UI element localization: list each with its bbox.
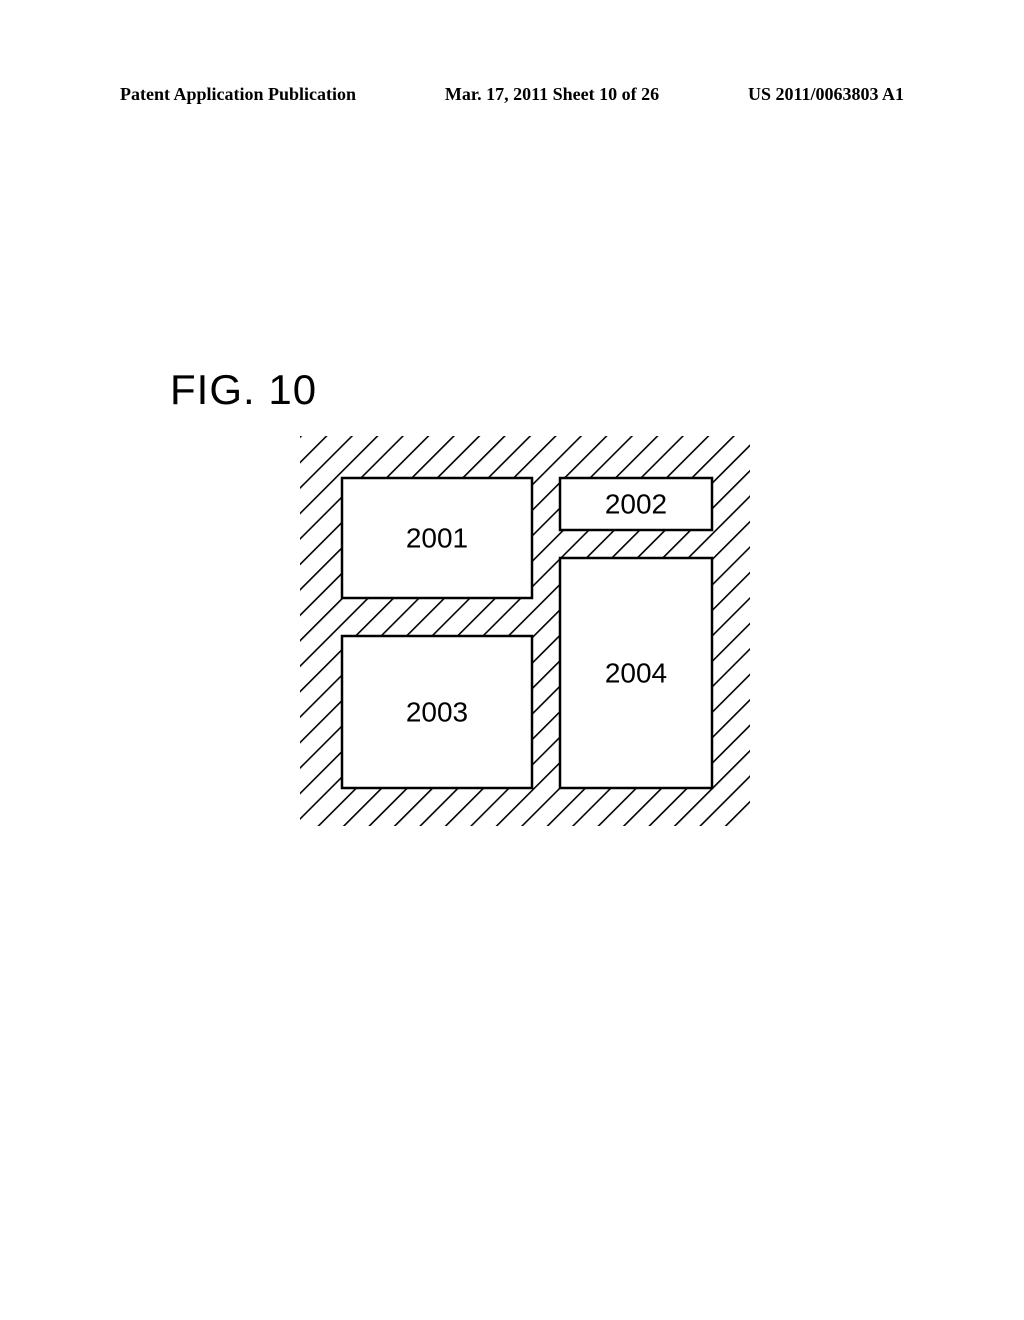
box-label-2002: 2002 — [605, 488, 667, 519]
page-header: Patent Application Publication Mar. 17, … — [0, 84, 1024, 105]
header-right: US 2011/0063803 A1 — [748, 84, 904, 105]
header-center: Mar. 17, 2011 Sheet 10 of 26 — [445, 84, 659, 105]
page: Patent Application Publication Mar. 17, … — [0, 0, 1024, 1320]
header-left: Patent Application Publication — [120, 84, 356, 105]
figure-svg: 2001 2002 2003 2004 — [300, 436, 750, 826]
box-label-2004: 2004 — [605, 657, 667, 688]
figure-diagram: 2001 2002 2003 2004 — [300, 436, 750, 826]
box-label-2003: 2003 — [406, 696, 468, 727]
box-label-2001: 2001 — [406, 522, 468, 553]
figure-label: FIG. 10 — [170, 366, 317, 414]
